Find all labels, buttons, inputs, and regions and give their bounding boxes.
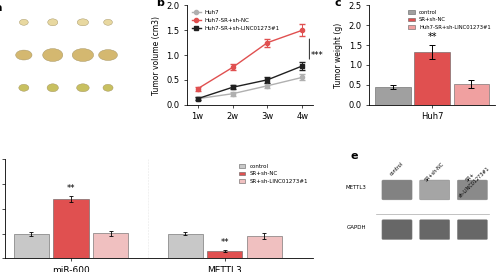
FancyBboxPatch shape (382, 220, 412, 240)
FancyBboxPatch shape (420, 220, 450, 240)
Bar (93, 233, 128, 258)
Bar (14, 234, 49, 258)
Text: SR+
sh-LINC01273#1: SR+ sh-LINC01273#1 (454, 161, 491, 198)
Y-axis label: Tumor volume (cm3): Tumor volume (cm3) (152, 16, 161, 95)
FancyBboxPatch shape (458, 180, 488, 200)
Bar (454, 84, 490, 105)
Legend: Huh7, Huh7-SR+sh-NC, Huh7-SR+sh-LINC01273#1: Huh7, Huh7-SR+sh-NC, Huh7-SR+sh-LINC0127… (190, 8, 282, 33)
Ellipse shape (42, 49, 63, 61)
Bar (375, 87, 411, 105)
Ellipse shape (20, 19, 28, 25)
Bar (414, 52, 450, 105)
Ellipse shape (104, 19, 112, 25)
Text: **: ** (428, 32, 437, 42)
Text: ***: *** (311, 51, 324, 60)
Legend: control, SR+sh-NC, SR+sh-LINC01273#1: control, SR+sh-NC, SR+sh-LINC01273#1 (237, 162, 310, 186)
Text: b: b (156, 0, 164, 8)
Ellipse shape (72, 49, 94, 61)
Ellipse shape (19, 84, 29, 91)
Text: **: ** (220, 238, 229, 247)
Bar (247, 236, 282, 258)
Text: SR+sh-NC: SR+sh-NC (424, 161, 446, 183)
Text: a: a (0, 4, 2, 13)
Text: Huh7-SR+sh-NC: Huh7-SR+sh-NC (8, 38, 48, 43)
FancyBboxPatch shape (382, 180, 412, 200)
Text: Huh7: Huh7 (8, 5, 20, 10)
Ellipse shape (98, 50, 117, 60)
Bar (168, 234, 203, 258)
Ellipse shape (77, 19, 88, 26)
Bar (208, 251, 242, 258)
Text: GAPDH: GAPDH (347, 225, 367, 230)
Ellipse shape (16, 50, 32, 60)
Ellipse shape (76, 84, 89, 92)
Text: e: e (350, 151, 358, 161)
Bar (54, 199, 88, 258)
Ellipse shape (103, 84, 113, 91)
Text: c: c (334, 0, 341, 8)
Legend: control, SR+sh-NC, Huh7-SR+sh-LINC01273#1: control, SR+sh-NC, Huh7-SR+sh-LINC01273#… (407, 8, 492, 32)
Text: **: ** (66, 184, 75, 193)
Y-axis label: Tumor weight (g): Tumor weight (g) (334, 22, 343, 88)
Text: Huh7-SR+sh-LINC01273#1: Huh7-SR+sh-LINC01273#1 (8, 71, 74, 76)
FancyBboxPatch shape (420, 180, 450, 200)
FancyBboxPatch shape (458, 220, 488, 240)
Text: METTL3: METTL3 (346, 186, 367, 190)
Ellipse shape (48, 19, 58, 26)
Text: control: control (389, 161, 405, 177)
Ellipse shape (47, 84, 58, 92)
